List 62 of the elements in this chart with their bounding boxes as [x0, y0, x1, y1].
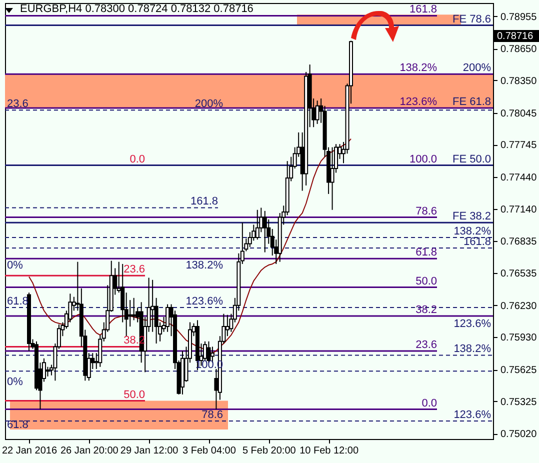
annotation: 78.6 — [416, 205, 437, 218]
annotation: 23.6 — [416, 338, 437, 351]
annotation: 50.0 — [416, 275, 437, 288]
y-tick-label: 0.77440 — [500, 172, 538, 184]
candlestick — [255, 209, 260, 240]
text: 0.78716 — [497, 31, 534, 42]
candlestick — [150, 279, 155, 332]
annotation: 161.8 — [190, 196, 218, 208]
y-tick-label: 0.75930 — [500, 332, 538, 344]
y-tick-label: 0.78650 — [500, 44, 538, 56]
annotation: 23.6 — [7, 98, 28, 110]
annotation: 100.0 — [409, 153, 437, 166]
annotation: 61.8 — [416, 246, 437, 259]
candlestick — [46, 366, 50, 377]
annotation: 123.6% — [454, 408, 492, 421]
candlestick — [330, 146, 334, 210]
y-tick-label: 0.76535 — [500, 268, 538, 280]
annotation: 138.2% — [454, 343, 492, 356]
y-tick-label: 0.77140 — [500, 204, 538, 216]
annotation: FE 78.6 — [452, 13, 491, 26]
y-tick-label: 0.76835 — [500, 236, 538, 248]
y-tick-label: 0.76230 — [500, 300, 538, 312]
y-tick-label: 0.78045 — [500, 108, 538, 120]
annotation: 78.6 — [202, 408, 223, 421]
y-tick-label: 0.75325 — [500, 396, 538, 408]
annotation: FE 50.0 — [452, 153, 491, 166]
annotation: 123.6% — [454, 318, 492, 330]
x-tick-label: 3 Feb 04:00 — [182, 446, 236, 456]
x-tick-label: 26 Jan 20:00 — [60, 446, 119, 456]
y-tick-label: 0.78350 — [500, 76, 538, 87]
annotation: 38.2 — [416, 304, 437, 316]
annotation: 138.2% — [454, 225, 492, 238]
annotation: 50.0 — [124, 388, 145, 401]
annotation: FE 61.8 — [452, 96, 491, 108]
y-tick-label: 0.78955 — [500, 12, 538, 23]
y-tick-label: 0.75625 — [500, 365, 538, 376]
annotation: 23.6 — [124, 264, 145, 276]
candlestick — [315, 100, 320, 124]
candlestick — [132, 297, 136, 321]
annotation: 123.6% — [186, 295, 224, 308]
text: 0% — [7, 376, 24, 388]
x-tick-label: 22 Jan 2016 — [2, 446, 58, 456]
x-tick-label: 10 Feb 12:00 — [300, 446, 359, 456]
annotation: 138.2% — [186, 260, 224, 272]
candlestick — [262, 210, 267, 253]
annotation: FE 38.2 — [452, 210, 491, 223]
chart-title: EURGBP,H4 0.78300 0.78724 0.78132 0.78716 — [20, 3, 254, 15]
annotation: 200% — [194, 98, 224, 110]
annotation: 0.0 — [130, 153, 145, 166]
annotation: 138.2% — [400, 62, 438, 74]
y-tick-label: 0.75020 — [500, 429, 538, 440]
annotation: 0.0 — [422, 397, 437, 410]
annotation: 200% — [462, 62, 492, 74]
x-tick-label: 29 Jan 12:00 — [120, 446, 179, 456]
annotation: 161.8 — [409, 4, 437, 16]
annotation: 123.6% — [400, 96, 438, 108]
candlestick — [128, 300, 132, 328]
annotation: 161.8 — [463, 236, 491, 248]
y-tick-label: 0.77745 — [500, 140, 538, 152]
candlestick — [166, 304, 170, 332]
annotation: 0% — [7, 260, 24, 272]
x-tick-label: 5 Feb 20:00 — [242, 446, 296, 456]
